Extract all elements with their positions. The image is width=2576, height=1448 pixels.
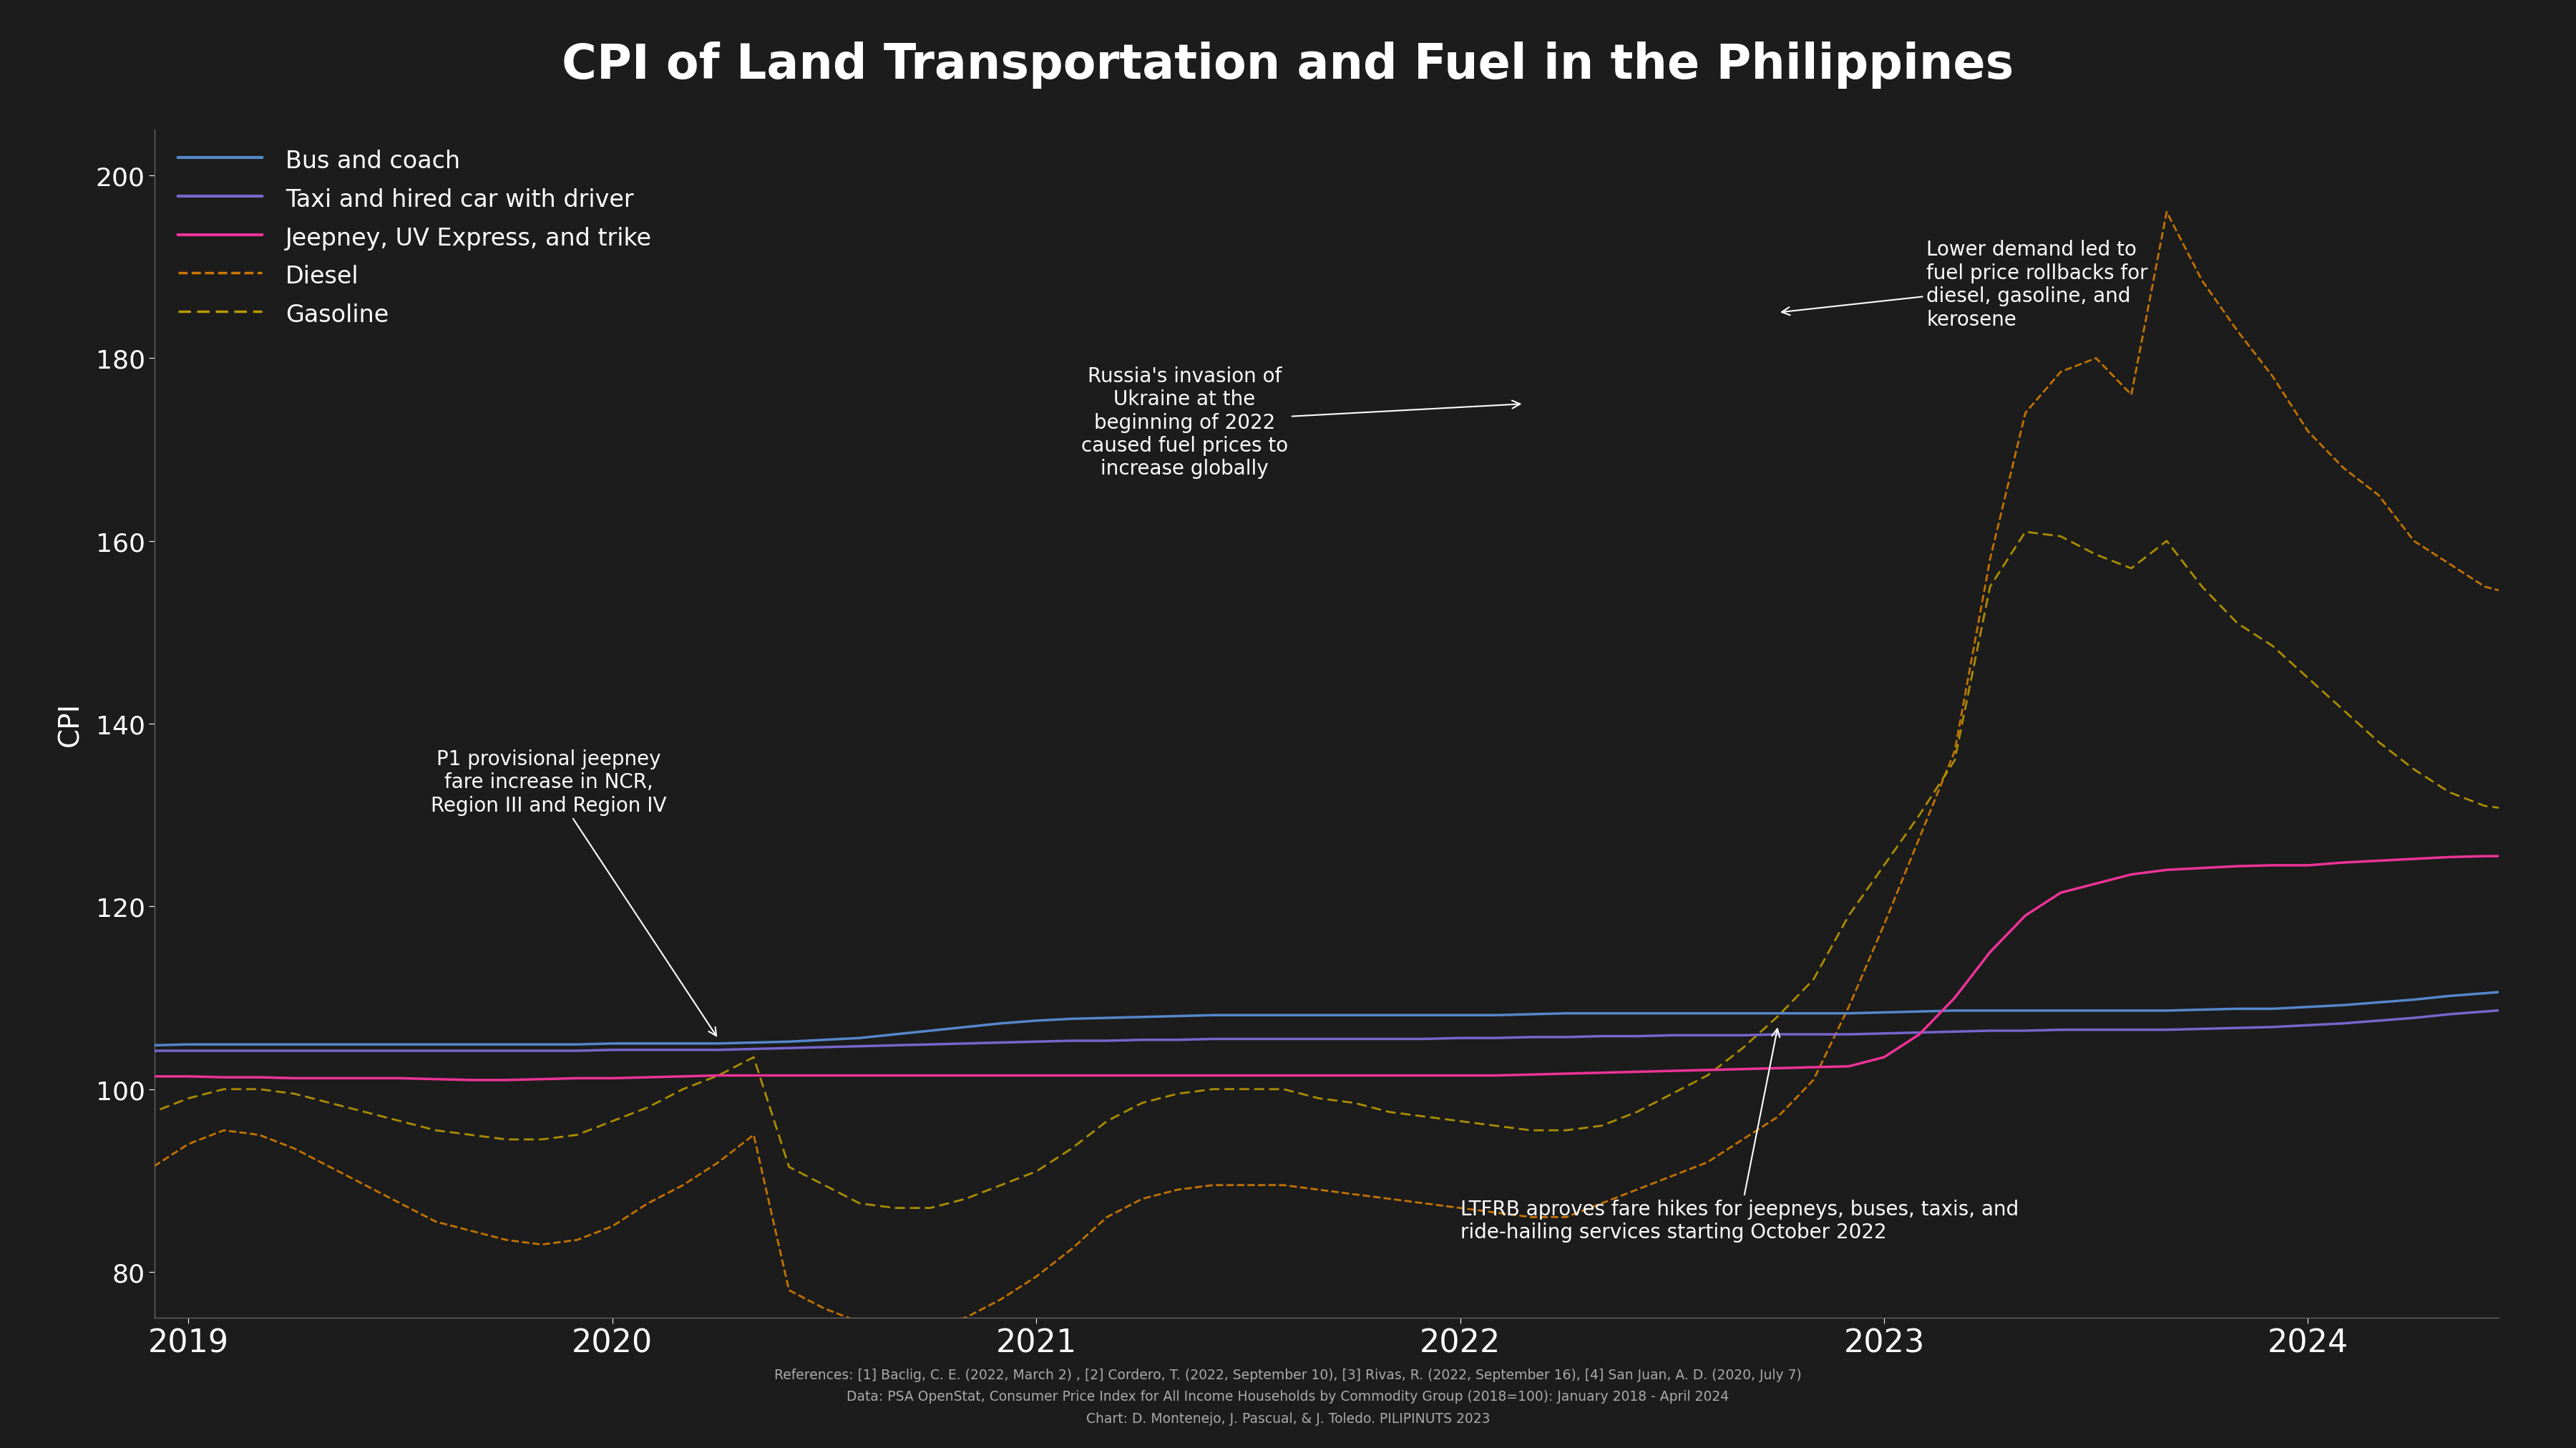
Y-axis label: CPI: CPI — [57, 702, 85, 746]
Text: Russia's invasion of
Ukraine at the
beginning of 2022
caused fuel prices to
incr: Russia's invasion of Ukraine at the begi… — [1082, 366, 1520, 479]
Text: Chart: D. Montenejo, J. Pascual, & J. Toledo. PILIPINUTS 2023: Chart: D. Montenejo, J. Pascual, & J. To… — [1087, 1412, 1489, 1425]
Text: References: [1] Baclig, C. E. (2022, March 2) , [2] Cordero, T. (2022, September: References: [1] Baclig, C. E. (2022, Mar… — [775, 1368, 1801, 1381]
Text: Data: PSA OpenStat, Consumer Price Index for All Income Households by Commodity : Data: PSA OpenStat, Consumer Price Index… — [848, 1390, 1728, 1403]
Text: LTFRB aproves fare hikes for jeepneys, buses, taxis, and
ride-hailing services s: LTFRB aproves fare hikes for jeepneys, b… — [1461, 1030, 2020, 1242]
Text: P1 provisional jeepney
fare increase in NCR,
Region III and Region IV: P1 provisional jeepney fare increase in … — [430, 749, 716, 1037]
Text: CPI of Land Transportation and Fuel in the Philippines: CPI of Land Transportation and Fuel in t… — [562, 42, 2014, 88]
Legend: Bus and coach, Taxi and hired car with driver, Jeepney, UV Express, and trike, D: Bus and coach, Taxi and hired car with d… — [178, 148, 652, 327]
Text: Lower demand led to
fuel price rollbacks for
diesel, gasoline, and
kerosene: Lower demand led to fuel price rollbacks… — [1783, 240, 2148, 330]
